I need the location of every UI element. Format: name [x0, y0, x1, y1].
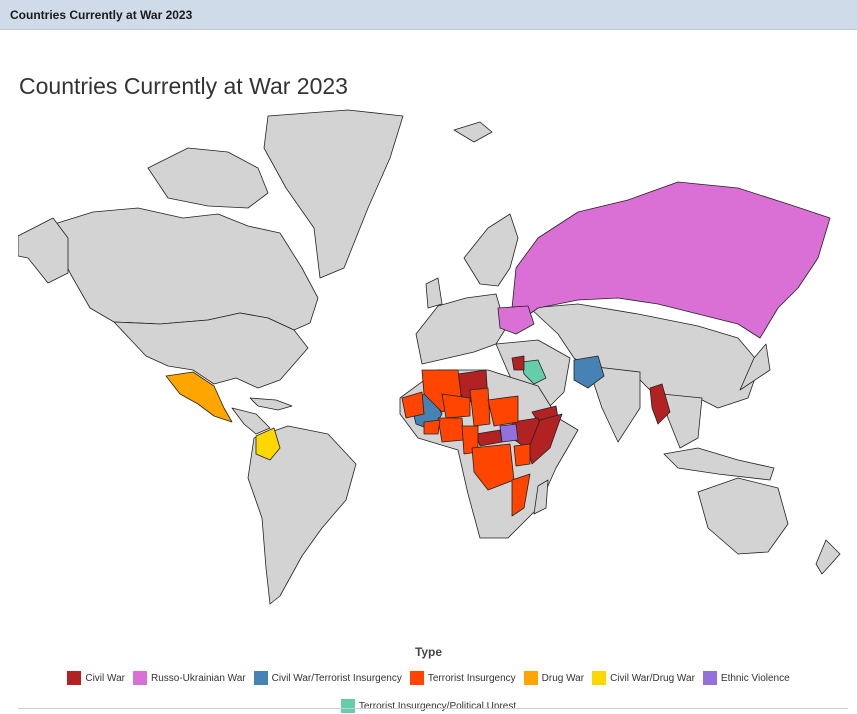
- arctic-islands: [147, 147, 269, 209]
- legend-swatch: [67, 671, 82, 685]
- legend-label: Ethnic Violence: [720, 672, 790, 684]
- conflict-countries: [165, 181, 831, 517]
- world-map: [18, 108, 850, 613]
- australia: [697, 477, 789, 555]
- legend-label: Civil War: [85, 672, 125, 684]
- country-mozambique: [511, 473, 531, 517]
- legend: Civil War Russo-Ukrainian War Civil War/Te…: [0, 670, 857, 714]
- legend-item: Drug War: [523, 670, 585, 686]
- legend-label: Drug War: [541, 672, 585, 684]
- legend-title: Type: [414, 645, 443, 659]
- country-niger: [441, 393, 471, 419]
- legend-item: Civil War/Terrorist Insurgency: [253, 670, 402, 686]
- bottom-divider: [18, 708, 848, 709]
- country-south-sudan: [499, 423, 519, 443]
- europe: [415, 293, 507, 365]
- legend-swatch: [702, 671, 717, 685]
- country-colombia: [255, 427, 281, 461]
- country-kenya: [513, 443, 531, 467]
- legend-swatch: [592, 671, 607, 685]
- country-syria: [511, 355, 525, 371]
- country-ukraine: [497, 305, 535, 335]
- usa: [113, 312, 309, 389]
- madagascar: [533, 479, 549, 515]
- legend-swatch: [409, 671, 424, 685]
- legend-swatch: [523, 671, 538, 685]
- country-mexico: [165, 371, 233, 423]
- central-america: [231, 407, 271, 435]
- south-america: [247, 425, 357, 605]
- legend-item: Civil War: [67, 670, 125, 686]
- legend-label: Russo-Ukrainian War: [150, 672, 246, 684]
- legend-label: Terrorist Insurgency: [427, 672, 516, 684]
- legend-item: Civil War/Drug War: [592, 670, 695, 686]
- japan: [739, 343, 771, 391]
- country-sudan: [487, 395, 519, 427]
- canada: [47, 207, 319, 331]
- window-titlebar: Countries Currently at War 2023: [0, 0, 857, 30]
- india: [587, 365, 641, 443]
- country-afghanistan: [573, 355, 605, 389]
- country-russia: [509, 181, 831, 339]
- legend-label: Terrorist Insurgency/Political Unrest: [358, 700, 517, 712]
- country-dr-congo: [471, 443, 515, 491]
- legend-item: Terrorist Insurgency/Political Unrest: [340, 698, 517, 714]
- legend-swatch: [132, 671, 147, 685]
- caribbean: [249, 397, 293, 411]
- legend-item: Ethnic Violence: [702, 670, 790, 686]
- country-myanmar: [649, 383, 671, 425]
- iceland: [453, 121, 493, 143]
- country-iraq: [521, 359, 547, 385]
- legend-swatch: [253, 671, 268, 685]
- map-title: Countries Currently at War 2023: [19, 73, 348, 99]
- country-mauritania: [401, 391, 425, 419]
- window-title: Countries Currently at War 2023: [10, 8, 193, 22]
- legend-label: Civil War/Terrorist Insurgency: [271, 672, 402, 684]
- uk: [425, 277, 443, 309]
- legend-swatch: [340, 699, 355, 713]
- new-zealand: [815, 539, 841, 575]
- legend-label: Civil War/Drug War: [610, 672, 695, 684]
- country-burkina-faso: [423, 419, 441, 435]
- alaska: [18, 217, 69, 284]
- legend-item: Terrorist Insurgency: [409, 670, 516, 686]
- southeast-asia: [661, 393, 703, 449]
- base-land: [18, 109, 841, 605]
- country-chad: [469, 387, 491, 427]
- legend-item: Russo-Ukrainian War: [132, 670, 246, 686]
- greenland: [263, 109, 404, 279]
- indonesia: [663, 447, 775, 481]
- country-nigeria: [437, 417, 465, 443]
- scandinavia: [463, 213, 519, 287]
- world-map-svg: [18, 109, 841, 605]
